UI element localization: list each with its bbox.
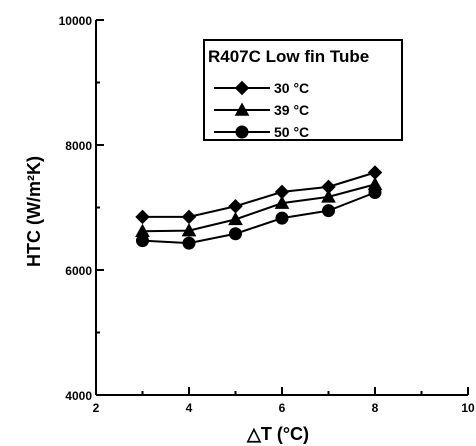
data-point [181,209,197,225]
data-point [228,211,243,226]
data-point [274,195,290,209]
legend-marker [234,80,250,96]
axes: 2 4 6 8 10 4000 6000 8000 10000 △T (°C) HTC (W/m²K… [24,14,475,444]
legend-item: 39 °C [214,102,309,118]
x-axis-title: △T (°C) [246,424,309,444]
data-point [275,211,289,225]
series-line [142,171,376,218]
legend-label: 30 °C [274,80,309,96]
y-tick-label: 4000 [65,389,92,403]
legend-label: 39 °C [274,102,309,118]
y-tick-label: 8000 [65,139,92,153]
legend-marker [234,102,250,116]
legend-marker [235,125,249,139]
plot-area [135,165,383,250]
x-tick-label: 4 [186,401,193,415]
data-point [181,223,197,237]
data-point [228,199,243,214]
data-point [229,227,242,241]
data-point [135,209,150,225]
x-tick-label: 8 [372,401,379,415]
x-tick-label: 2 [93,401,100,415]
legend-item: 50 °C [214,124,309,140]
data-point [322,204,335,218]
series-line [142,183,376,233]
data-point [321,189,336,203]
legend-label: 50 °C [274,124,309,140]
series-2 [135,176,383,237]
data-point [136,234,149,248]
legend-title: R407C Low fin Tube [208,47,369,66]
x-tick-label: 10 [461,401,475,415]
legend-item: 30 °C [214,80,309,96]
y-tick-label: 10000 [59,14,93,28]
data-point [182,236,196,250]
legend: R407C Low fin Tube 30 °C 39 °C 50 °C [203,39,403,141]
series-1 [135,165,383,225]
data-point [368,186,382,199]
series-line [142,191,376,245]
y-tick-label: 6000 [65,264,92,278]
series-3 [136,186,382,250]
y-axis-title: HTC (W/m²K) [24,156,44,267]
x-tick-label: 6 [279,401,286,415]
